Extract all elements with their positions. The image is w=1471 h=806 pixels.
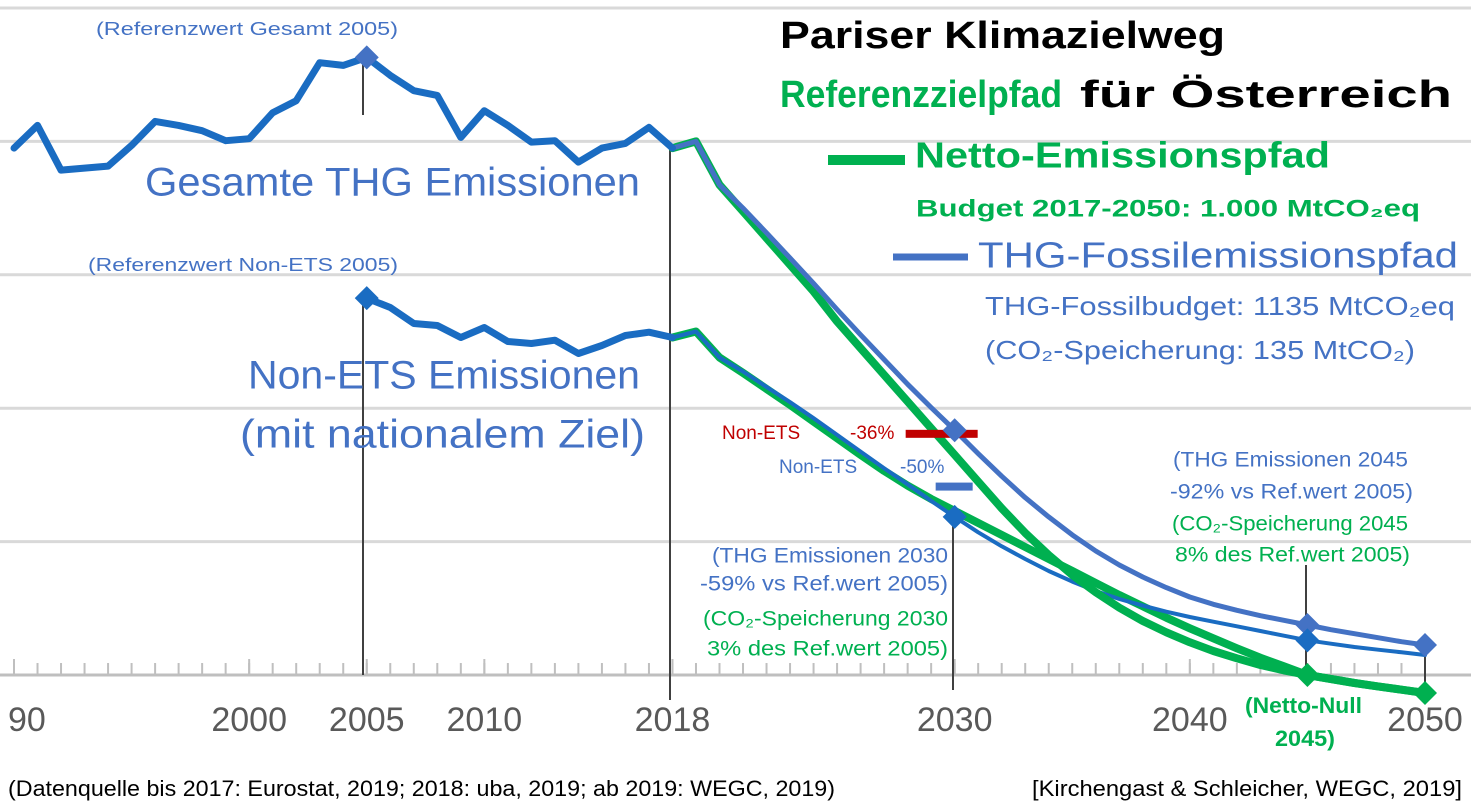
target-label: Non-ETS	[779, 457, 857, 478]
plot	[10, 45, 1437, 706]
annotation: Non-ETS Emissionen	[248, 354, 640, 398]
x-tick-label: 90	[8, 701, 46, 739]
series-line	[363, 294, 676, 357]
legend-label: Netto-Emissionspfad	[915, 135, 1330, 176]
annotation: 3% des Ref.wert 2005)	[707, 638, 948, 661]
annotation: Gesamte THG Emissionen	[145, 161, 640, 205]
x-tick-label: 2030	[917, 701, 993, 739]
marker	[354, 286, 379, 311]
marker	[1413, 681, 1437, 706]
source-note: (Datenquelle bis 2017: Eurostat, 2019; 2…	[8, 776, 835, 801]
annotation: (mit nationalem Ziel)	[240, 413, 645, 457]
annotation: -59% vs Ref.wert 2005)	[700, 573, 948, 596]
marker	[1295, 612, 1320, 637]
credit-note: [Kirchengast & Schleicher, WEGC, 2019]	[1032, 776, 1462, 801]
marker	[1295, 628, 1320, 653]
x-tick-label: 2010	[447, 701, 523, 739]
marker	[1413, 633, 1437, 658]
annotation: (THG Emissionen 2045	[1173, 449, 1408, 472]
annotation: (Referenzwert Non-ETS 2005)	[88, 255, 398, 275]
annotation: (Referenzwert Gesamt 2005)	[96, 19, 398, 39]
annotation: -92% vs Ref.wert 2005)	[1170, 481, 1413, 504]
annotation: (THG Emissionen 2030	[712, 545, 948, 568]
marker	[942, 418, 967, 443]
annotation: (CO₂-Speicherung: 135 MtCO₂)	[985, 335, 1415, 365]
annotation: (Netto-Null	[1245, 693, 1362, 718]
marker	[354, 45, 379, 70]
x-tick-label: 2050	[1387, 701, 1463, 739]
target-value-label: -36%	[850, 423, 894, 444]
drop-lines	[362, 60, 1426, 700]
chart-subtitle: Referenzzielpfad	[780, 74, 1062, 116]
marker	[1295, 663, 1320, 688]
annotation: 2045)	[1275, 726, 1335, 751]
chart-title: Pariser Klimazielweg	[780, 15, 1225, 57]
series-line	[10, 53, 676, 174]
x-tick-label: 2000	[211, 701, 287, 739]
legend-label: THG-Fossilemissionspfad	[978, 235, 1458, 276]
annotation: (CO₂-Speicherung 2030	[703, 608, 948, 631]
annotation: THG-Fossilbudget: 1135 MtCO₂eq	[985, 291, 1455, 321]
annotation: Budget 2017-2050: 1.000 MtCO₂eq	[916, 195, 1420, 222]
marker	[942, 504, 967, 529]
x-tick-label: 2040	[1152, 701, 1228, 739]
target-label: Non-ETS	[722, 423, 800, 444]
chart-subtitle: für Österreich	[1080, 73, 1452, 116]
target-bar	[935, 482, 973, 491]
target-bar	[905, 429, 978, 438]
labels: 90 2000 2005 2010 2018 2030 2040 2050 Non-ETS -36…	[8, 15, 1463, 801]
annotation: 8% des Ref.wert 2005)	[1175, 544, 1410, 567]
annotation: (CO₂-Speicherung 2045	[1172, 513, 1408, 536]
x-tick-label: 2005	[329, 701, 405, 739]
target-value-label: -50%	[900, 457, 944, 478]
x-tick-label: 2018	[635, 701, 711, 739]
